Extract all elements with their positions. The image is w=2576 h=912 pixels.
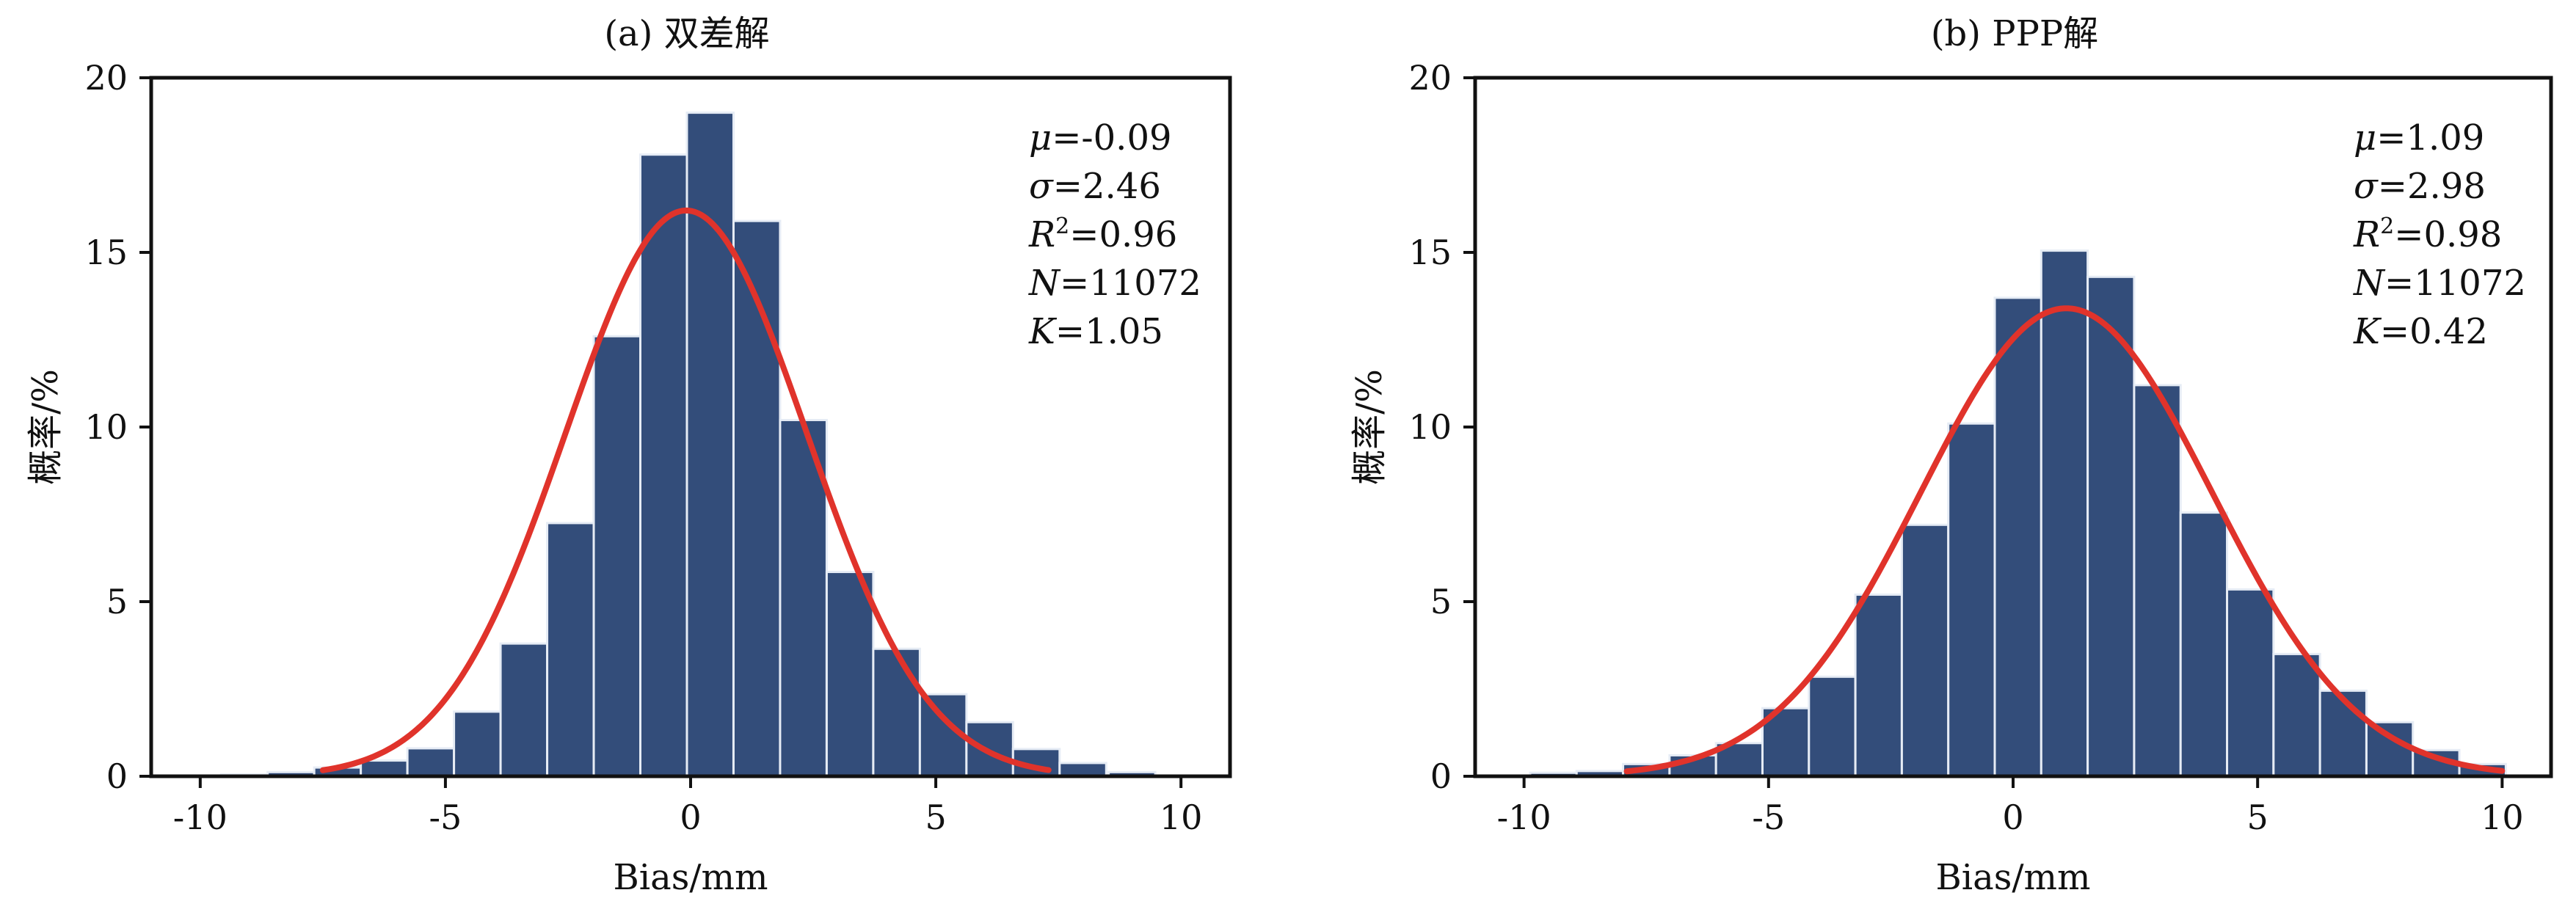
histogram-bar [1854,593,1903,778]
histogram-bar [779,418,828,778]
histogram-bar [2272,652,2321,778]
histogram-bar [1900,523,1950,778]
stat-annotation: K=1.05 [1028,311,1163,352]
x-tick-label: 10 [2481,798,2524,837]
y-tick-label: 15 [84,233,128,272]
histogram-bar [2179,511,2229,778]
stat-annotation: N=11072 [1028,263,1201,304]
histogram-bar [1058,762,1107,778]
y-tick-label: 10 [1408,407,1452,447]
x-tick-label: 0 [680,798,701,837]
histogram-bar [360,759,409,778]
histogram-bar [1808,675,1857,778]
chart-panel-b: -10 -5 0 5 10 0 5 10 15 20 (b) PPP解 Bias/mm 概率/% μ=1.… [1349,13,2553,898]
normal-fit-curve [1623,305,2506,775]
normal-fit-curve [319,207,1052,773]
stat-annotation: σ=2.98 [2354,166,2486,207]
y-tick-label: 0 [106,756,128,796]
histogram-bar [2365,721,2415,778]
chart-title: (b) PPP解 [1931,13,2098,54]
histogram-bar [453,710,502,778]
y-axis-label: 概率/% [1349,369,1390,485]
histogram-bars [173,112,1157,778]
histogram-bar [639,153,688,778]
y-tick-label: 5 [1430,582,1452,621]
stat-annotation: σ=2.46 [1029,166,1161,207]
stat-annotation: K=0.42 [2353,311,2488,352]
x-axis-label: Bias/mm [613,857,768,898]
chart-title: (a) 双差解 [604,13,769,54]
histogram-bar [732,219,782,778]
x-tick-label: -10 [1497,798,1551,837]
stat-annotation: N=11072 [2353,263,2526,304]
histogram-bar [872,647,921,778]
histogram-bar [592,335,642,778]
y-tick-label: 10 [84,407,128,447]
x-tick-label: 10 [1160,798,1203,837]
y-tick-label: 15 [1408,233,1452,272]
x-tick-label: -5 [429,798,462,837]
x-tick-label: 5 [925,798,946,837]
x-tick-label: -10 [173,798,228,837]
histogram-bar [1947,422,1996,778]
histogram-bar [2133,384,2182,778]
stat-annotation: μ=1.09 [2354,117,2484,158]
y-tick-label: 20 [1408,58,1452,98]
chart-panel-a: -10 -5 0 5 10 0 5 10 15 20 (a) 双差解 Bias/mm 概率/% μ=-0.… [25,13,1232,898]
stat-annotation: R2=0.98 [2353,214,2502,255]
x-tick-label: -5 [1752,798,1785,837]
histogram-bar [2318,689,2368,778]
y-tick-label: 5 [106,582,128,621]
stat-annotation: μ=-0.09 [1029,117,1172,158]
histogram-bar [499,642,549,778]
histogram-bar [1993,296,2042,778]
y-axis-label: 概率/% [25,369,66,485]
y-tick-label: 20 [84,58,128,98]
y-tick-label: 0 [1430,756,1452,796]
x-tick-label: 0 [2002,798,2023,837]
x-tick-label: 5 [2247,798,2268,837]
histogram-bar [546,522,595,778]
histogram-bar [825,571,875,778]
x-axis-label: Bias/mm [1935,857,2090,898]
histogram-bar [2226,588,2275,778]
histogram-bar [406,747,456,778]
stat-annotation: R2=0.96 [1028,214,1177,255]
histogram-bar [2040,249,2089,778]
